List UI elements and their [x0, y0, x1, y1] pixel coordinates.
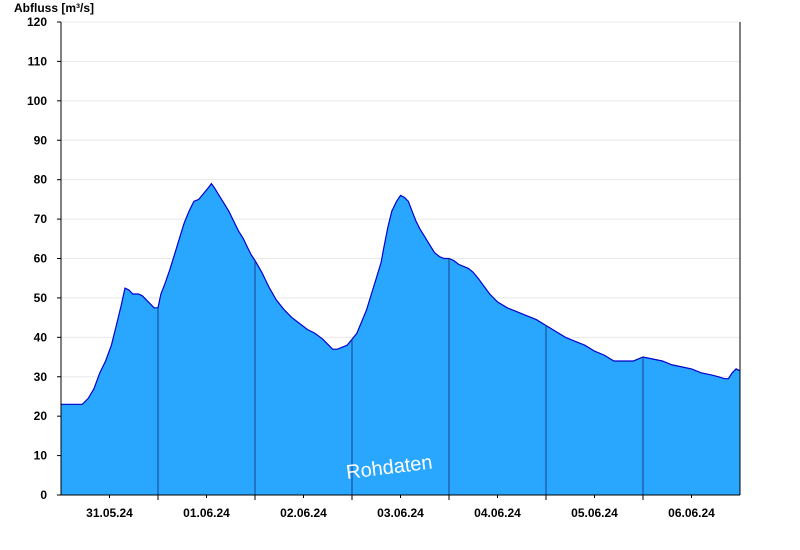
x-tick-label: 06.06.24	[668, 506, 715, 520]
y-tick-label: 10	[34, 449, 48, 463]
y-tick-label: 0	[40, 488, 47, 502]
y-tick-label: 80	[34, 173, 48, 187]
day-separators	[157, 258, 644, 495]
x-tick-label: 31.05.24	[86, 506, 133, 520]
y-tick-label: 40	[34, 330, 48, 344]
flow-line	[61, 182, 741, 405]
x-tick-label: 04.06.24	[474, 506, 521, 520]
flow-area-layer	[61, 182, 741, 495]
y-tick-label: 50	[34, 291, 48, 305]
y-tick-label: 90	[34, 133, 48, 147]
y-tick-label: 60	[34, 252, 48, 266]
x-tick-label: 01.06.24	[183, 506, 230, 520]
y-tick-label: 120	[27, 15, 47, 29]
x-tick-label: 03.06.24	[377, 506, 424, 520]
y-tick-label: 20	[34, 409, 48, 423]
y-tick-label: 110	[28, 54, 48, 68]
x-tick-label: 02.06.24	[280, 506, 327, 520]
x-tick-labels: 31.05.24 01.06.24 02.06.24 03.06.24 04.06.24…	[86, 495, 715, 520]
y-tick-label: 100	[27, 94, 47, 108]
x-tick-label: 05.06.24	[571, 506, 618, 520]
y-tick-label: 30	[34, 370, 48, 384]
y-tick-label: 70	[34, 212, 48, 226]
flow-area	[61, 183, 740, 495]
y-tick-labels: 0 10 20 30 40 50 60 70 80 90 100 110 120	[27, 15, 61, 502]
y-axis-title: Abfluss [m³/s]	[14, 1, 95, 15]
